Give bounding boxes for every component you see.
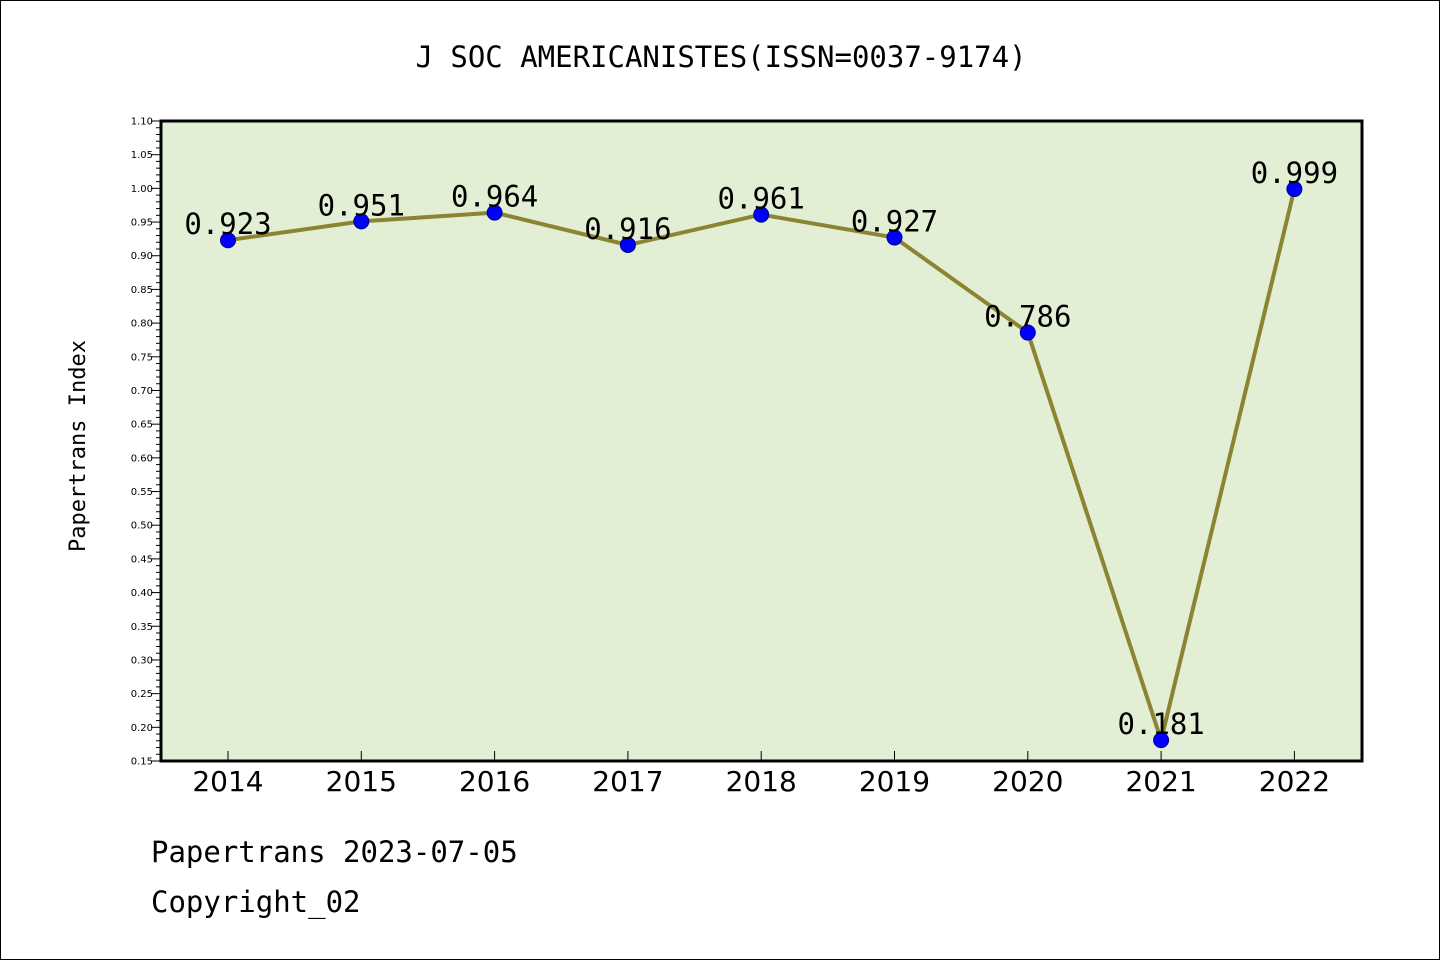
data-label: 0.923	[184, 207, 271, 241]
y-tick-label: 0.40	[131, 588, 153, 599]
y-tick-label: 0.25	[131, 689, 153, 700]
x-tick-label: 2016	[459, 765, 530, 798]
y-tick-label: 0.75	[131, 352, 153, 363]
y-tick-label: 1.00	[131, 184, 153, 195]
y-tick-label: 0.35	[131, 622, 153, 633]
x-tick-label: 2020	[992, 765, 1063, 798]
y-tick-label: 0.60	[131, 453, 153, 464]
data-point	[353, 213, 370, 230]
data-point	[886, 229, 903, 246]
data-label: 0.786	[984, 300, 1071, 334]
y-tick-label: 0.95	[131, 218, 153, 229]
y-tick-label: 0.30	[131, 655, 153, 666]
y-tick-label: 0.50	[131, 521, 153, 532]
y-tick-label: 1.05	[131, 150, 153, 161]
footer-copyright: Copyright_02	[151, 885, 361, 919]
x-tick-label: 2021	[1125, 765, 1196, 798]
y-tick-label: 0.45	[131, 554, 153, 565]
data-point	[486, 204, 503, 221]
y-tick-label: 1.10	[131, 117, 153, 128]
data-point	[753, 206, 770, 223]
data-point	[1019, 324, 1036, 341]
x-tick-label: 2017	[592, 765, 663, 798]
y-tick-label: 0.85	[131, 285, 153, 296]
y-tick-label: 0.70	[131, 386, 153, 397]
x-tick-label: 2018	[726, 765, 797, 798]
data-point	[619, 236, 636, 253]
y-tick-label: 0.55	[131, 487, 153, 498]
data-label: 0.181	[1117, 707, 1204, 741]
data-label: 0.927	[851, 205, 938, 239]
footer-date-line: Papertrans 2023-07-05	[151, 835, 518, 869]
data-label: 0.916	[584, 212, 671, 246]
data-point	[1286, 181, 1303, 198]
data-label: 0.999	[1251, 156, 1338, 190]
y-tick-label: 0.90	[131, 251, 153, 262]
y-axis-label: Papertrans Index	[66, 340, 91, 552]
y-tick-label: 0.80	[131, 319, 153, 330]
chart-title: J SOC AMERICANISTES(ISSN=0037-9174)	[415, 40, 1026, 74]
plot-border	[159, 119, 1364, 763]
x-tick-label: 2022	[1259, 765, 1330, 798]
x-axis-ticks: 2014 2015 2016 2017 2018 2019 2020 2021 2022	[192, 751, 1330, 798]
x-tick-label: 2015	[326, 765, 397, 798]
data-point	[220, 232, 236, 249]
data-markers	[220, 181, 1303, 749]
y-axis-ticks: 0.15 0.20 0.25 0.30 0.35 0.40 0.45 0.50 0.55 0.60…	[131, 117, 161, 768]
data-label: 0.951	[318, 188, 405, 222]
data-label: 0.961	[718, 182, 805, 216]
x-tick-label: 2014	[192, 765, 263, 798]
data-labels: 0.923 0.951 0.964 0.916 0.961 0.927 0.786 0.181…	[184, 156, 1338, 741]
x-tick-label: 2019	[859, 765, 930, 798]
y-tick-label: 0.20	[131, 723, 153, 734]
data-point	[1153, 732, 1170, 749]
data-label: 0.964	[451, 180, 538, 214]
y-tick-label: 0.65	[131, 420, 153, 431]
y-tick-label: 0.15	[131, 757, 153, 768]
